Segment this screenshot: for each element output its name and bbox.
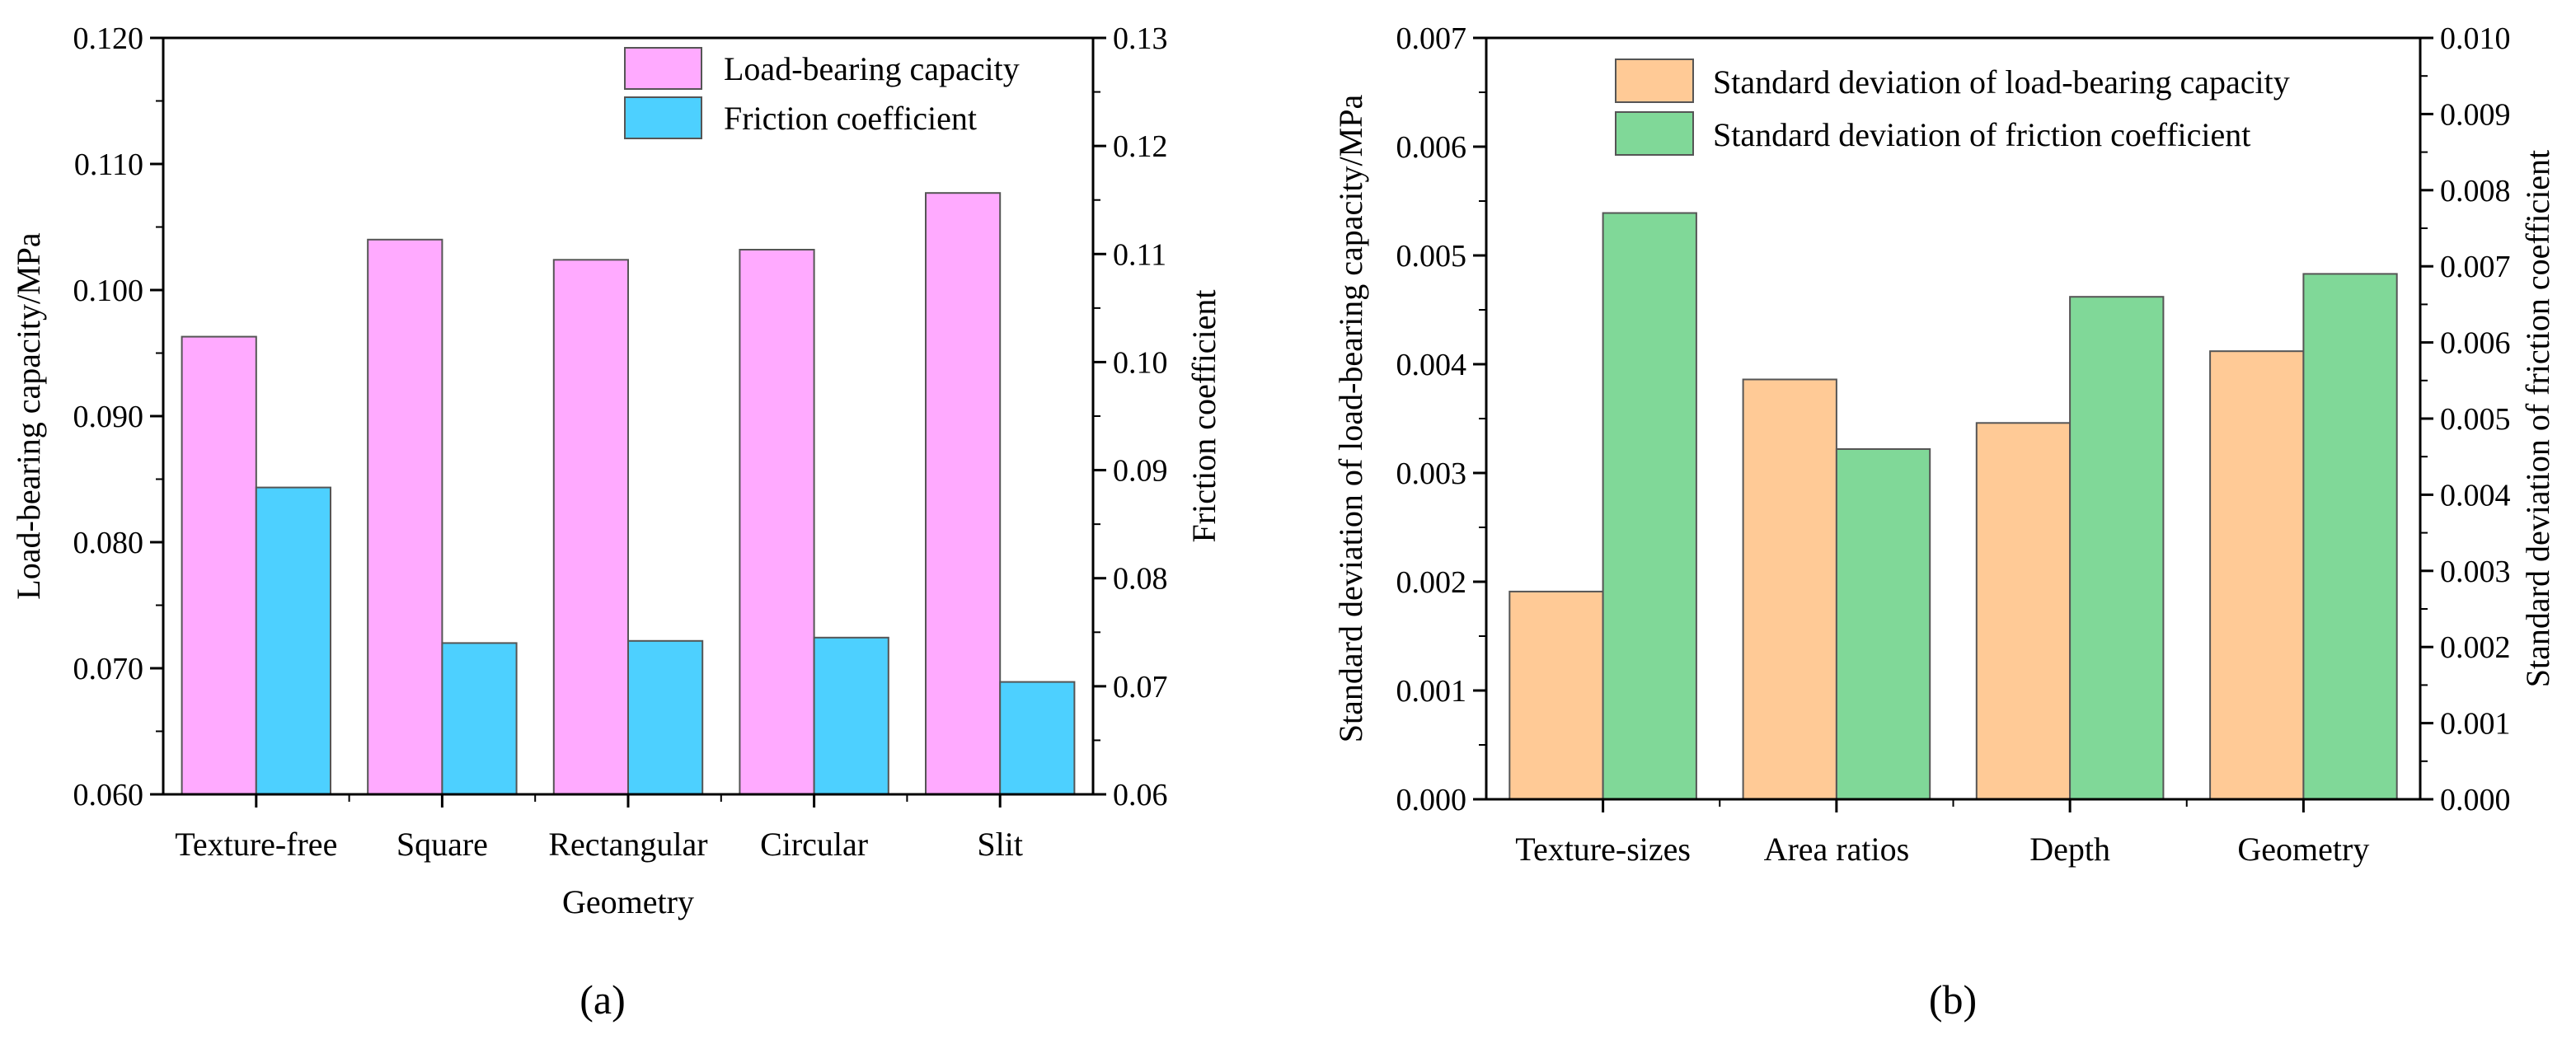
y2-axis-title: Friction coefficient: [1185, 290, 1222, 543]
right-tick-label: 0.08: [1113, 562, 1168, 597]
left-tick-label: 0.120: [73, 21, 144, 56]
right-tick-label: 0.000: [2440, 783, 2511, 817]
legend-label: Friction coefficient: [724, 100, 977, 137]
right-tick-label: 0.12: [1113, 129, 1168, 164]
x-tick-label: Texture-sizes: [1515, 831, 1691, 868]
bar-right-1: [1835, 448, 1931, 800]
bar-right-0: [255, 486, 331, 795]
right-tick-label: 0.004: [2440, 478, 2511, 513]
left-tick-label: 0.070: [73, 652, 144, 686]
y-axis-title: Standard deviation of load-bearing capac…: [1332, 95, 1369, 743]
bar-left-2: [552, 259, 629, 795]
bar-right-4: [999, 681, 1076, 795]
bar-left-1: [1742, 378, 1837, 800]
left-tick-label: 0.100: [73, 274, 144, 308]
right-tick-label: 0.09: [1113, 454, 1168, 489]
legend-label: Load-bearing capacity: [724, 50, 1020, 87]
left-tick-label: 0.002: [1396, 565, 1467, 600]
right-tick-label: 0.10: [1113, 345, 1168, 380]
bar-left-4: [925, 192, 1002, 795]
legend-swatch: [624, 47, 702, 90]
legend-swatch: [1615, 111, 1694, 156]
left-tick-label: 0.080: [73, 526, 144, 560]
right-tick-label: 0.005: [2440, 402, 2511, 437]
left-tick-label: 0.003: [1396, 456, 1467, 491]
legend-label: Standard deviation of load-bearing capac…: [1713, 63, 2290, 101]
bar-left-1: [367, 238, 443, 795]
left-tick-label: 0.006: [1396, 130, 1467, 165]
x-tick-label: Depth: [2029, 831, 2110, 868]
right-tick-label: 0.06: [1113, 778, 1168, 812]
right-tick-label: 0.07: [1113, 670, 1168, 705]
right-tick-label: 0.001: [2440, 707, 2511, 742]
legend-swatch: [1615, 59, 1694, 103]
legend-label: Standard deviation of friction coefficie…: [1713, 116, 2250, 153]
panel-caption: (a): [579, 976, 626, 1023]
bar-left-3: [739, 249, 815, 795]
bar-left-3: [2209, 350, 2305, 800]
panel-a-chart: 0.060 0.070 0.080 0.090 0.100 0.110 0.120 0.06 0…: [10, 21, 1222, 1023]
bar-right-1: [441, 642, 518, 796]
x-tick-label: Area ratios: [1764, 831, 1910, 868]
bar-left-2: [1975, 422, 2072, 800]
panel-b-chart: 0.000 0.001 0.002 0.003 0.004 0.005 0.006 0.007…: [1332, 21, 2556, 1023]
left-tick-label: 0.004: [1396, 348, 1467, 382]
x-tick-label: Circular: [760, 826, 868, 863]
left-tick-label: 0.060: [73, 778, 144, 812]
x-tick-label: Square: [396, 826, 488, 863]
right-tick-label: 0.002: [2440, 630, 2511, 665]
right-tick-label: 0.007: [2440, 250, 2511, 284]
bar-right-2: [627, 639, 704, 795]
bar-left-0: [181, 335, 257, 796]
bar-right-3: [2302, 273, 2398, 800]
y-axis-title: Load-bearing capacity/MPa: [10, 232, 47, 600]
x-tick-label: Texture-free: [175, 826, 337, 863]
right-tick-label: 0.11: [1113, 237, 1166, 272]
right-tick-label: 0.008: [2440, 174, 2511, 208]
x-tick-label: Rectangular: [548, 826, 707, 863]
right-tick-label: 0.009: [2440, 97, 2511, 132]
x-axis-title: Geometry: [562, 883, 694, 920]
left-tick-label: 0.000: [1396, 783, 1467, 817]
right-tick-label: 0.13: [1113, 21, 1168, 56]
legend-swatch: [624, 96, 702, 139]
bar-right-3: [813, 636, 889, 795]
left-tick-label: 0.007: [1396, 21, 1467, 56]
left-tick-label: 0.110: [74, 147, 143, 182]
left-tick-label: 0.090: [73, 400, 144, 434]
left-tick-label: 0.005: [1396, 239, 1467, 274]
right-tick-label: 0.010: [2440, 21, 2511, 56]
bar-right-0: [1602, 212, 1697, 800]
bar-left-0: [1509, 590, 1604, 801]
y2-axis-title: Standard deviation of friction coefficie…: [2519, 150, 2556, 687]
bar-right-2: [2069, 296, 2165, 800]
panel-caption: (b): [1929, 976, 1977, 1023]
x-tick-label: Geometry: [2237, 831, 2369, 868]
left-tick-label: 0.001: [1396, 674, 1467, 709]
right-tick-label: 0.003: [2440, 555, 2511, 589]
right-tick-label: 0.006: [2440, 326, 2511, 361]
x-tick-label: Slit: [977, 826, 1023, 863]
